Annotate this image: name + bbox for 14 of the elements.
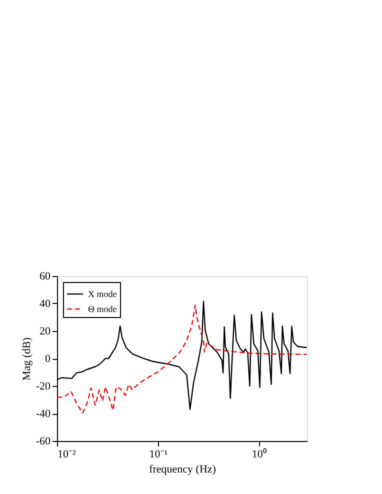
legend-label: X mode [88, 289, 117, 299]
y-tick-label: 20 [40, 326, 51, 338]
y-tick-label: 40 [40, 298, 51, 310]
y-tick-label: -60 [36, 436, 51, 448]
x-tick-label: 10⁻¹ [149, 448, 168, 460]
x-tick-label: 10⁻² [58, 448, 76, 460]
x-tick-label: 10⁰ [252, 448, 267, 460]
x-axis-title: frequency (Hz) [149, 464, 216, 476]
legend-label: Θ mode [88, 304, 117, 314]
y-tick-label: -20 [36, 380, 51, 392]
y-tick-label: 60 [40, 270, 51, 282]
y-axis-title: Mag (dB) [20, 337, 33, 381]
y-tick-label: 0 [45, 353, 51, 365]
y-tick-label: -40 [36, 408, 51, 420]
